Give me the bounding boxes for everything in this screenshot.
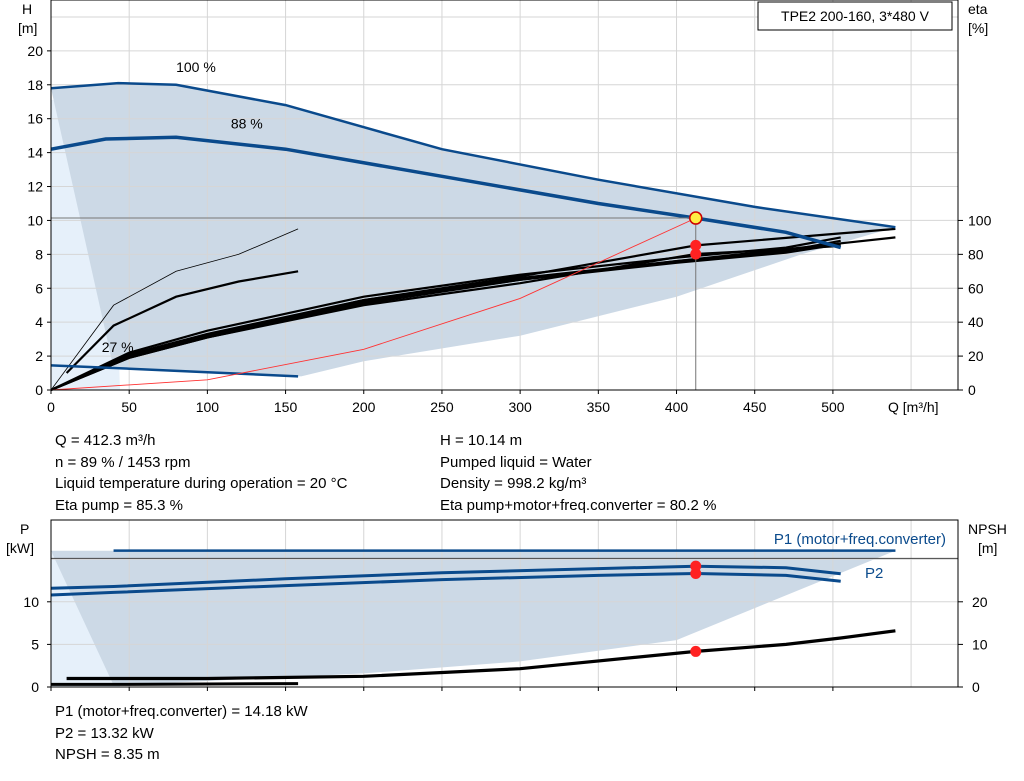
- x-tick-label: 350: [587, 399, 611, 415]
- npsh-tick-label: 0: [972, 679, 980, 695]
- head-curve-88pct: [50, 135, 842, 250]
- x-tick-label: 450: [743, 399, 767, 415]
- p2-marker: [690, 568, 702, 580]
- x-axis-label: Q [m³/h]: [888, 399, 939, 415]
- y-tick-label: 16: [27, 111, 43, 127]
- power-curve-p2: [50, 571, 841, 597]
- model-title: TPE2 200-160, 3*480 V: [781, 8, 930, 24]
- x-tick-label: 50: [121, 399, 137, 415]
- p2-value: P2 = 13.32 kW: [55, 724, 154, 742]
- y-axis-unit: [m]: [18, 20, 37, 36]
- flow-value: Q = 412.3 m³/h: [55, 432, 156, 449]
- power-info: P1 (motor+freq.converter) = 14.18 kW P2 …: [55, 701, 308, 766]
- y-tick-label: 10: [27, 212, 43, 228]
- eta-pump-marker: [690, 239, 702, 251]
- npsh-value: NPSH = 8.35 m: [55, 746, 160, 763]
- x-tick-label: 0: [47, 399, 55, 415]
- p-axis-unit: [kW]: [6, 540, 34, 556]
- y-axis-label: H: [22, 1, 32, 17]
- operating-info-right: H = 10.14 m Pumped liquid = Water Densit…: [440, 430, 716, 516]
- y-tick-label: 8: [35, 246, 43, 262]
- y-tick-label: 10: [23, 594, 39, 610]
- x-tick-label: 200: [352, 399, 376, 415]
- y-tick-label: 0: [31, 679, 39, 695]
- y-tick-label: 20: [27, 43, 43, 59]
- x-tick-label: 500: [821, 399, 845, 415]
- y-tick-label: 2: [35, 348, 43, 364]
- power-curve-npsh: [66, 629, 896, 681]
- npsh-tick-label: 20: [972, 594, 988, 610]
- y-tick-label: 18: [27, 77, 43, 93]
- eta-axis-label: eta: [968, 1, 988, 17]
- power-npsh-chart: 0 5 10 0 10 20 P [kW] NPSH [m] P1 (motor+freq.conv…: [6, 519, 1007, 695]
- power-curve-p1: [50, 564, 841, 590]
- plot-frame: [50, 0, 959, 391]
- liquid-temperature-value: Liquid temperature during operation = 20…: [55, 475, 348, 492]
- density-value: Density = 998.2 kg/m³: [440, 475, 587, 492]
- npsh-axis-label: NPSH: [968, 521, 1007, 537]
- eta-tick-label: 80: [968, 246, 984, 262]
- head-curve-27pct: [50, 364, 299, 378]
- p2-legend-label: P2: [865, 565, 883, 582]
- x-tick-label: 250: [430, 399, 454, 415]
- operating-envelope: [51, 550, 896, 686]
- x-tick-label: 300: [508, 399, 532, 415]
- eta-tick-label: 100: [968, 212, 992, 228]
- y-tick-label: 0: [35, 382, 43, 398]
- y-tick-label: 6: [35, 280, 43, 296]
- operating-envelope: [51, 83, 896, 377]
- head-curve-100pct: [50, 81, 896, 229]
- eta-total-marker: [690, 248, 702, 260]
- npsh-marker: [690, 645, 702, 657]
- y-tick-label: 12: [27, 179, 43, 195]
- efficiency-curve: [50, 228, 299, 391]
- eta-total-value: Eta pump+motor+freq.converter = 80.2 %: [440, 496, 717, 514]
- p1-value: P1 (motor+freq.converter) = 14.18 kW: [55, 703, 308, 720]
- p-axis-label: P: [20, 521, 29, 537]
- speed-label: 27 %: [102, 339, 134, 355]
- p1-legend-label: P1 (motor+freq.converter): [774, 531, 946, 548]
- x-tick-label: 150: [274, 399, 298, 415]
- x-tick-label: 100: [196, 399, 220, 415]
- eta-tick-label: 60: [968, 280, 984, 296]
- efficiency-curve: [50, 227, 896, 392]
- power-curve-p1: [51, 682, 299, 686]
- eta-pump-value: Eta pump = 85.3 %: [55, 496, 183, 514]
- speed-label: 88 %: [231, 115, 263, 131]
- npsh-axis-unit: [m]: [978, 540, 997, 556]
- duty-point-marker: [689, 211, 703, 225]
- head-value: H = 10.14 m: [440, 432, 523, 449]
- eta-tick-label: 40: [968, 314, 984, 330]
- pumped-liquid-value: Pumped liquid = Water: [440, 453, 592, 471]
- x-tick-label: 400: [665, 399, 689, 415]
- eta-tick-label: 20: [968, 348, 984, 364]
- y-tick-label: 4: [35, 314, 43, 330]
- model-title-box: TPE2 200-160, 3*480 V: [757, 1, 953, 31]
- efficiency-curve: [65, 270, 299, 374]
- efficiency-curve: [50, 236, 896, 392]
- eta-tick-label: 0: [968, 382, 976, 398]
- plot-frame: [50, 519, 959, 688]
- operating-info-left: Q = 412.3 m³/h n = 89 % / 1453 rpm Liqui…: [55, 430, 347, 516]
- y-tick-label: 14: [27, 145, 43, 161]
- npsh-tick-label: 10: [972, 636, 988, 652]
- y-tick-label: 5: [31, 636, 39, 652]
- speed-value: n = 89 % / 1453 rpm: [55, 453, 191, 471]
- speed-label: 100 %: [176, 59, 216, 75]
- system-curve: [50, 217, 696, 391]
- eta-axis-unit: [%]: [968, 20, 988, 36]
